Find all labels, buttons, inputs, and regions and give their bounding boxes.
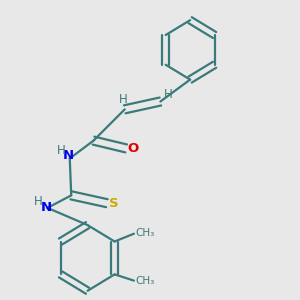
Text: N: N xyxy=(40,201,52,214)
Text: H: H xyxy=(56,144,65,157)
Text: N: N xyxy=(63,149,74,162)
Text: H: H xyxy=(119,93,128,106)
Text: CH₃: CH₃ xyxy=(135,228,155,238)
Text: O: O xyxy=(127,142,138,155)
Text: H: H xyxy=(34,195,43,208)
Text: H: H xyxy=(164,88,172,101)
Text: CH₃: CH₃ xyxy=(135,276,155,286)
Text: S: S xyxy=(109,197,118,210)
